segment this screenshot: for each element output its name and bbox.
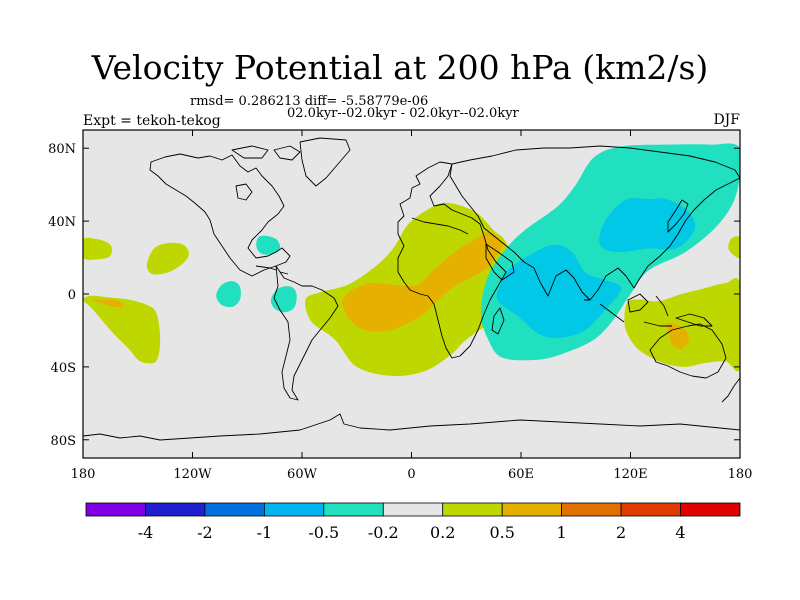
coastlines [83,137,740,441]
plot-title: Velocity Potential at 200 hPa (km2/s) [91,48,709,87]
contour-pacific-west-orange [92,299,124,308]
colorbar-label: 0.2 [430,523,455,542]
contour-pacific-west-positive [83,295,161,364]
coastline-greenland [299,137,351,187]
coastline-japan [667,199,689,233]
lon-tick-label: 120E [613,467,647,482]
colorbar-swatch [145,502,206,517]
lon-tick-label: 120W [173,467,212,482]
contour-caribbean-negative [256,235,281,255]
colorbar-label: -2 [197,523,213,542]
axis-ticks: 180 120W 60W 0 60E 120E 180 80N 40N 0 40S 80S [48,130,752,482]
lon-tick-label: 60W [287,467,318,482]
coastline-mediterranean [411,217,469,235]
colorbar-label: -4 [138,523,154,542]
coastline-asia [449,145,740,301]
colorbar-label: 4 [675,523,685,542]
contour-indian-ocean-core [496,244,622,338]
lat-tick-label: 0 [68,288,76,303]
colorbar-swatch [680,502,741,517]
colorbar-label: 2 [616,523,626,542]
lon-tick-label: 180 [71,467,96,482]
lon-tick-label: 180 [728,467,753,482]
colorbar-swatch [442,502,503,517]
colorbar-swatch [382,502,444,517]
contour-dateline-north-positive [83,237,112,260]
contour-hawaii-positive [146,242,189,275]
colorbar-label: -0.2 [368,523,399,542]
coastline-hudson-bay [235,183,253,201]
lat-tick-label: 40N [48,215,76,230]
contour-africa-orange [342,231,503,332]
colorbar-label: -1 [257,523,273,542]
colorbar-swatch [323,502,384,517]
contour-australia-orange [666,322,689,350]
colorbar-label: -0.5 [308,523,339,542]
contour-east-asia-core [599,198,696,253]
contour-amazon-negative [270,286,297,313]
contour-dateline-east-positive [728,236,740,259]
coastline-eurafrica [397,161,507,359]
coastline-caribbean [255,265,289,275]
colorbar-swatch [263,502,325,517]
coastline-antarctica [83,413,740,441]
lon-tick-label: 0 [407,467,415,482]
stats-line: rmsd= 0.286213 diff= -5.58779e-06 [190,94,429,109]
coastline-australia [649,323,727,379]
coastline-new-zealand [721,377,740,403]
colorbar-swatch [85,502,146,517]
colorbar: -4 -2 -1 -0.5 -0.2 0.2 0.5 1 2 4 [85,502,741,542]
experiment-label: Expt = tekoh-tekog [83,113,221,129]
coastline-arabia [485,243,515,281]
colorbar-swatch [561,502,622,517]
contour-east-pacific-negative [216,281,241,308]
contour-australia-positive [624,278,740,372]
colorbar-label: 1 [557,523,567,542]
colorbar-swatch [204,502,265,517]
colorbar-label: 0.5 [489,523,514,542]
lon-tick-label: 60E [508,467,534,482]
field-contours [83,143,740,377]
coastline-madagascar [491,307,505,335]
coastline-indonesia [584,293,672,327]
season-label: DJF [713,112,740,128]
colorbar-swatch [620,502,681,517]
period-line: 02.0kyr--02.0kyr - 02.0kyr--02.0kyr [287,106,519,121]
coastline-new-guinea [675,313,713,327]
colorbar-swatch [501,502,563,517]
lat-tick-label: 80N [48,142,76,157]
coastline-north-america [149,153,291,277]
lat-tick-label: 80S [51,434,76,449]
coastline-south-america [273,265,339,401]
coastline-arctic-islands [231,145,301,161]
lat-tick-label: 40S [51,361,76,376]
